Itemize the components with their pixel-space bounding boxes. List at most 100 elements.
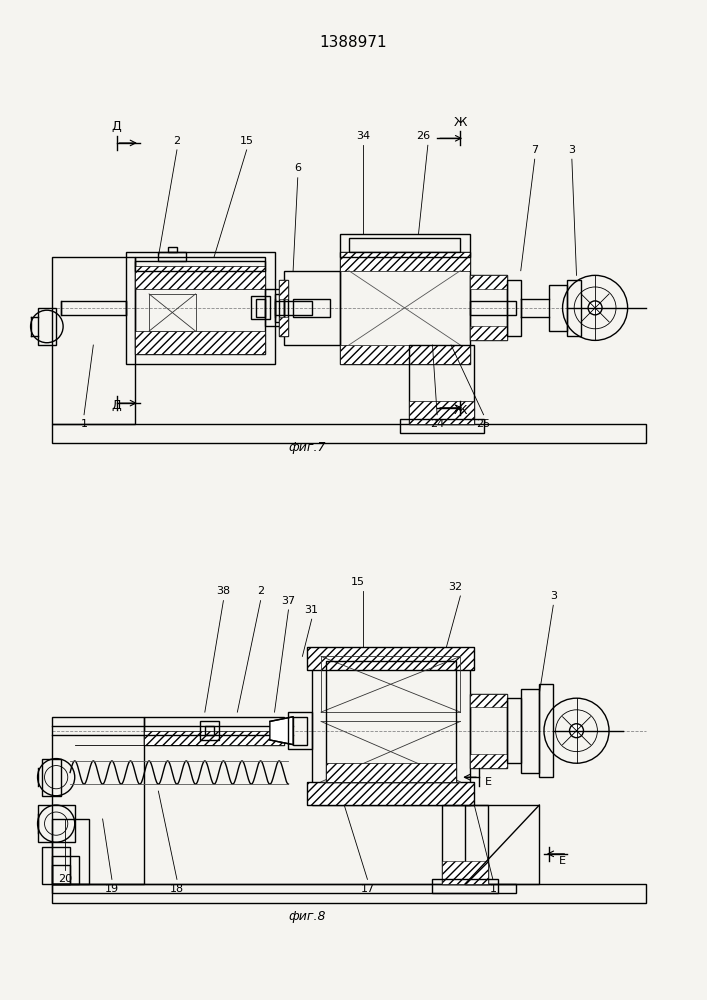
Bar — [144, 717, 284, 745]
Text: E: E — [559, 856, 566, 866]
Text: 24: 24 — [430, 419, 444, 429]
Bar — [349, 238, 460, 252]
Text: 20: 20 — [59, 874, 73, 884]
Text: Ж: Ж — [454, 404, 467, 417]
Text: Д: Д — [112, 399, 122, 412]
Bar — [549, 285, 567, 331]
Bar — [52, 717, 144, 884]
Bar — [52, 884, 646, 903]
Circle shape — [570, 724, 583, 738]
Bar — [469, 301, 516, 315]
Bar — [274, 301, 312, 315]
Text: 17: 17 — [361, 884, 375, 894]
Bar — [265, 289, 284, 326]
Bar — [274, 294, 284, 322]
Bar — [469, 275, 507, 340]
Bar — [288, 712, 312, 749]
Bar — [567, 280, 581, 336]
Bar — [37, 805, 75, 842]
Bar — [507, 280, 521, 336]
Bar — [158, 252, 186, 261]
Bar — [279, 317, 288, 336]
Bar — [279, 280, 288, 299]
Bar — [469, 694, 507, 707]
Text: 2: 2 — [173, 136, 180, 146]
Bar — [126, 252, 274, 364]
Text: 15: 15 — [351, 577, 365, 587]
Bar — [521, 689, 539, 773]
Bar — [135, 257, 265, 271]
Text: 2: 2 — [257, 586, 264, 596]
Bar — [135, 261, 265, 354]
Polygon shape — [270, 717, 293, 745]
Text: 18: 18 — [170, 884, 184, 894]
Bar — [42, 847, 70, 884]
Text: фиг.7: фиг.7 — [288, 441, 326, 454]
Bar — [507, 698, 521, 763]
Bar — [307, 782, 474, 805]
Bar — [205, 726, 214, 735]
Bar — [469, 275, 507, 289]
Text: 31: 31 — [305, 605, 319, 615]
Bar — [312, 656, 469, 805]
Bar — [326, 763, 456, 782]
Bar — [135, 331, 265, 354]
Text: 19: 19 — [105, 884, 119, 894]
Text: 34: 34 — [356, 131, 370, 141]
Bar — [442, 861, 489, 884]
Text: фиг.8: фиг.8 — [288, 910, 326, 923]
Bar — [442, 805, 489, 884]
Bar — [469, 326, 507, 340]
Bar — [42, 759, 61, 796]
Bar — [135, 266, 265, 289]
Text: 3: 3 — [568, 145, 575, 155]
Bar — [409, 401, 474, 424]
Bar — [539, 684, 554, 777]
Text: 1388971: 1388971 — [320, 35, 387, 50]
Text: 7: 7 — [531, 145, 538, 155]
Text: 1: 1 — [81, 419, 88, 429]
Text: 37: 37 — [281, 596, 296, 606]
Text: 15: 15 — [240, 136, 254, 146]
Text: 26: 26 — [416, 131, 431, 141]
Text: 32: 32 — [449, 582, 463, 592]
Bar — [52, 865, 70, 884]
Bar — [326, 661, 456, 782]
Bar — [339, 345, 469, 364]
Bar — [61, 301, 126, 315]
Bar — [144, 731, 284, 745]
Bar — [307, 647, 474, 670]
Bar — [293, 299, 330, 317]
Bar — [251, 296, 270, 319]
Bar — [409, 345, 474, 424]
Text: 25: 25 — [477, 419, 491, 429]
Bar — [52, 257, 135, 424]
Bar — [168, 247, 177, 252]
Bar — [307, 782, 474, 805]
Bar — [339, 234, 469, 257]
Bar — [200, 721, 218, 740]
Bar — [433, 879, 498, 893]
Text: E: E — [485, 777, 492, 787]
Circle shape — [588, 301, 602, 315]
Bar — [307, 647, 474, 670]
Text: 3: 3 — [550, 591, 557, 601]
Bar — [52, 884, 516, 893]
Bar — [52, 856, 79, 884]
Bar — [469, 694, 507, 768]
Bar — [279, 280, 288, 336]
Bar — [284, 271, 339, 345]
Text: 38: 38 — [216, 586, 230, 596]
Text: Д: Д — [112, 120, 122, 133]
Bar — [37, 308, 56, 345]
Bar — [52, 424, 646, 443]
Bar — [52, 819, 88, 884]
Bar — [339, 252, 469, 364]
Bar — [256, 299, 265, 317]
Text: 6: 6 — [294, 163, 301, 173]
Text: 1: 1 — [489, 884, 496, 894]
Text: Ж: Ж — [454, 116, 467, 129]
Bar — [293, 717, 307, 745]
Bar — [469, 754, 507, 768]
Bar — [400, 419, 484, 433]
